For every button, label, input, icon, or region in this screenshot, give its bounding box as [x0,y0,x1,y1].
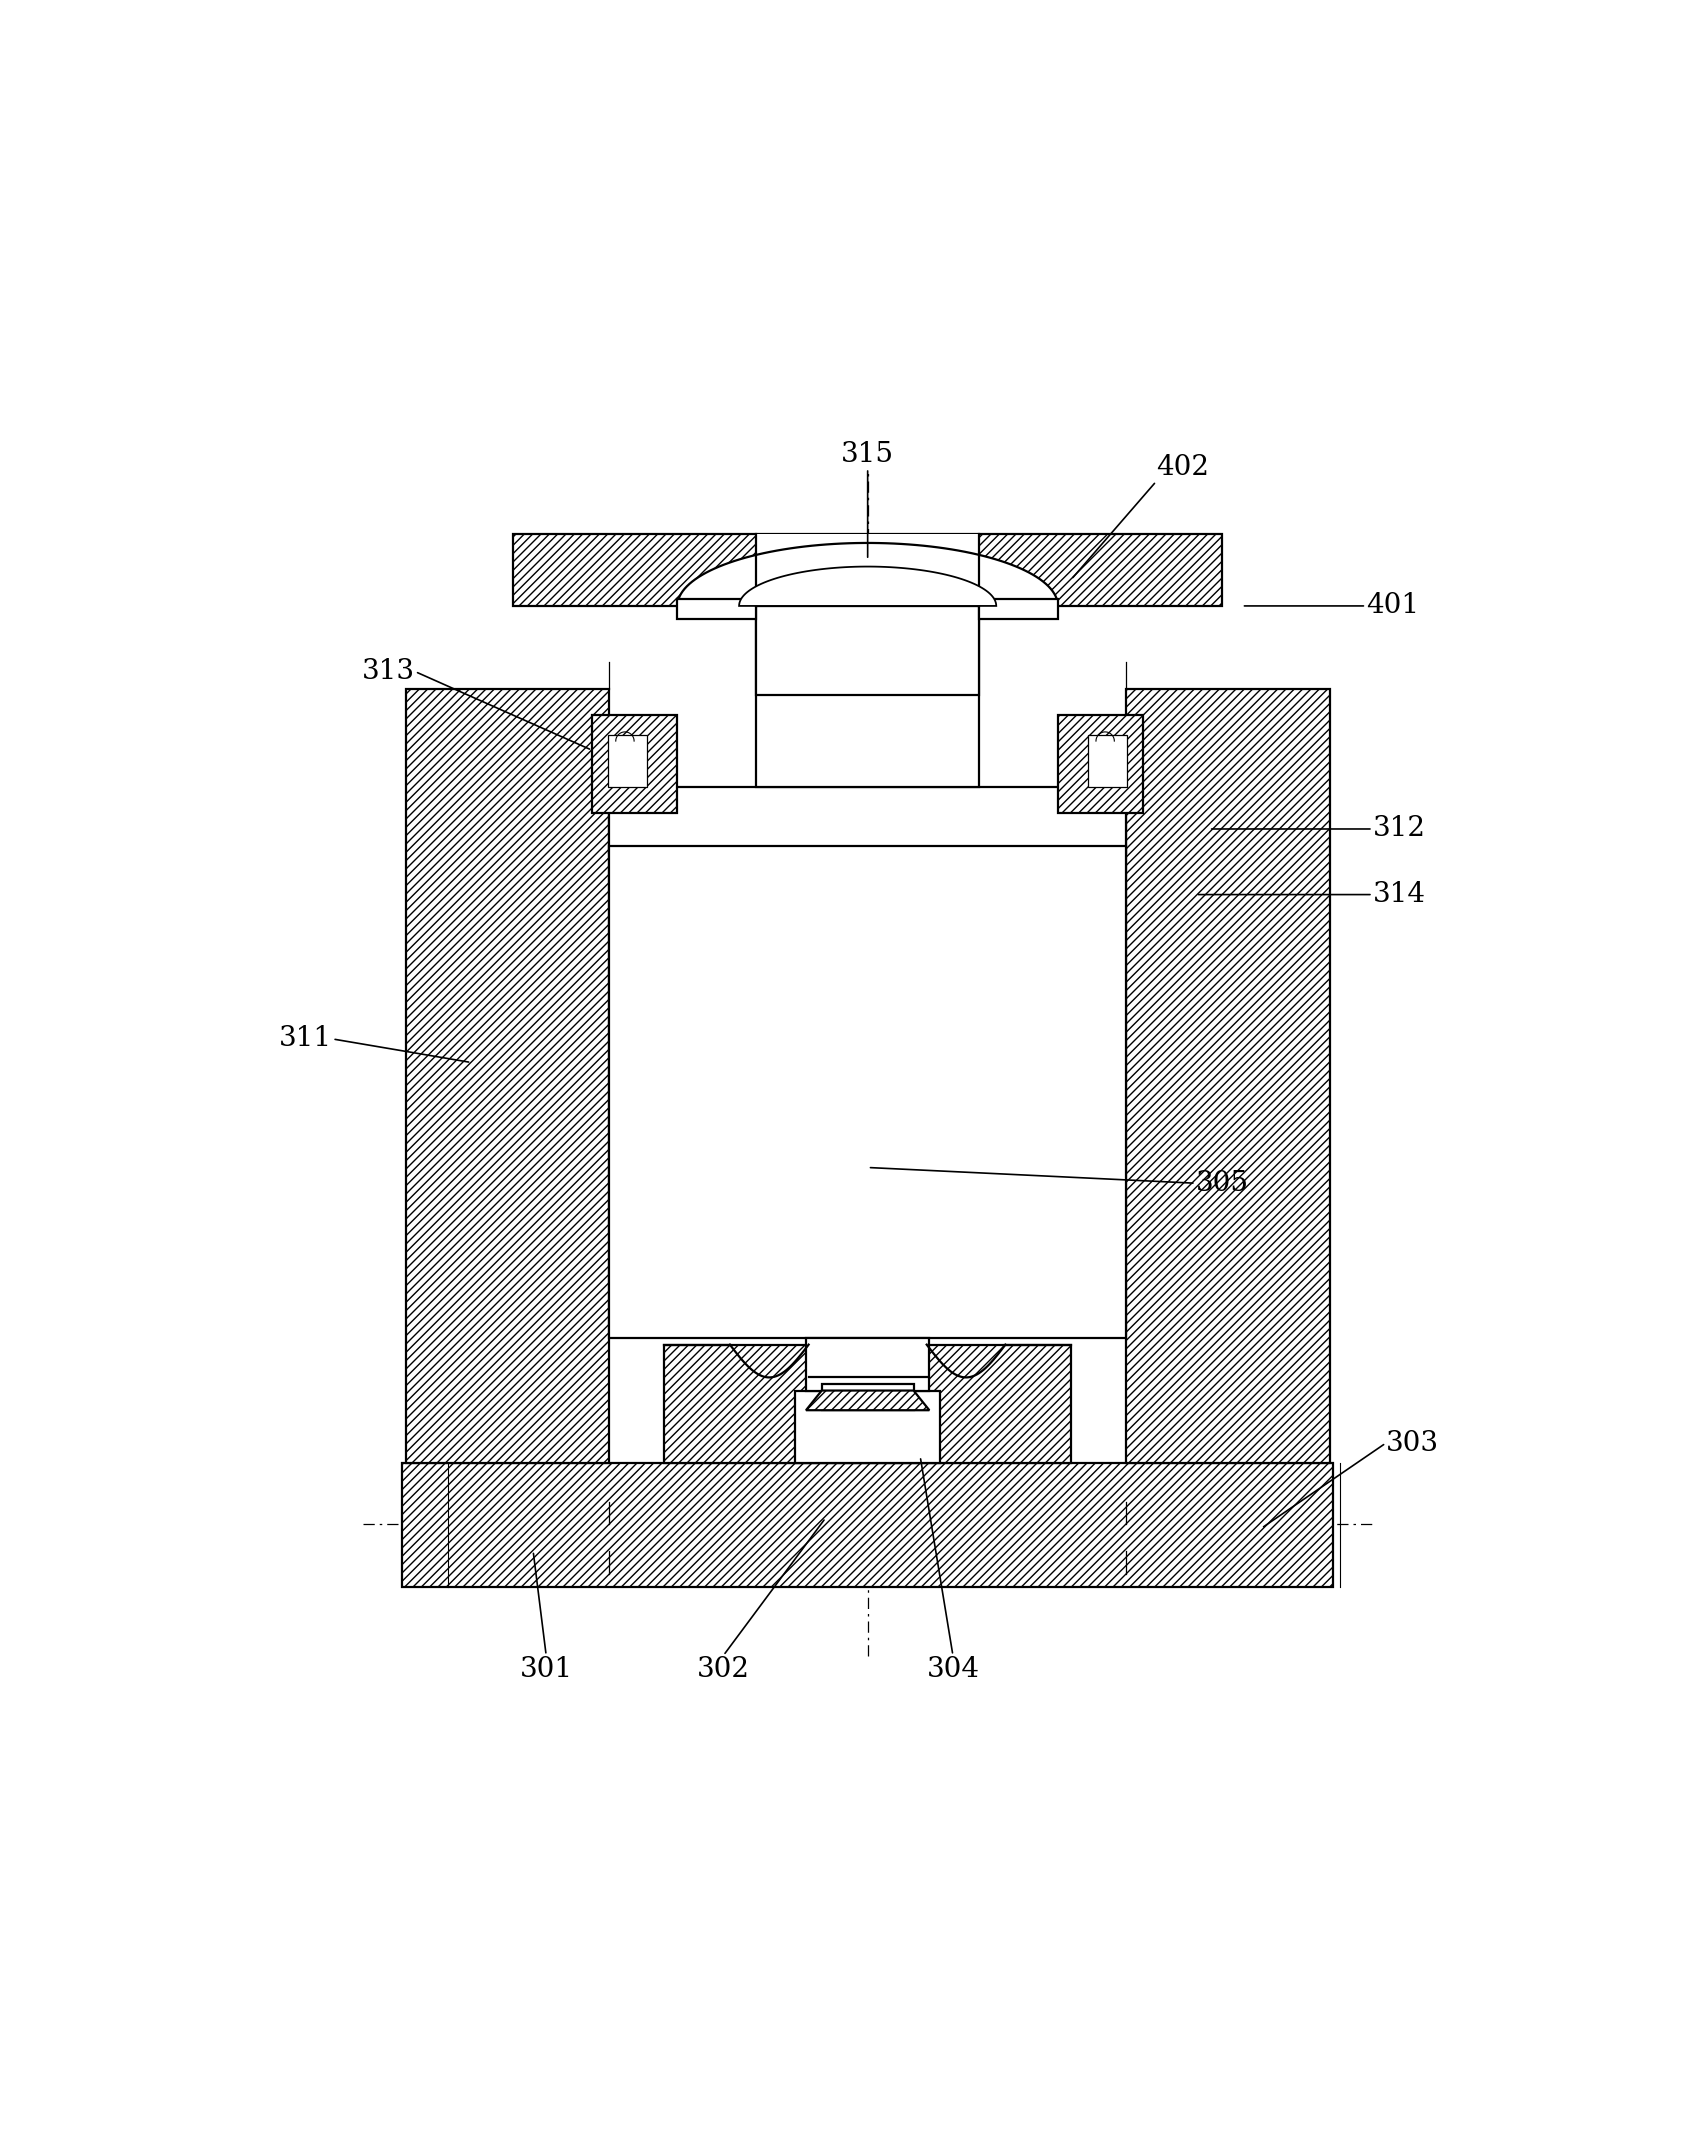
Bar [664,1344,1072,1463]
Text: 315: 315 [841,441,894,469]
Bar [401,1463,1334,1587]
Text: 402: 402 [1156,454,1209,481]
Bar [806,1338,929,1391]
Bar [406,688,609,1463]
Bar [1089,735,1128,786]
Polygon shape [677,543,1058,605]
Text: 311: 311 [279,1025,332,1052]
Bar [608,735,647,786]
Bar [593,716,677,814]
Text: 312: 312 [1373,816,1426,843]
Polygon shape [806,1391,929,1410]
Bar [513,535,1222,605]
Bar [757,584,979,786]
Text: 304: 304 [926,1655,980,1683]
Bar [979,599,1058,620]
Bar [757,535,979,605]
Text: 401: 401 [1366,592,1419,620]
Bar [1126,688,1329,1463]
Polygon shape [740,567,995,605]
Text: 301: 301 [520,1655,572,1683]
Bar [677,599,757,620]
Bar [796,1391,940,1463]
Text: 314: 314 [1373,882,1426,907]
Text: 302: 302 [698,1655,750,1683]
Text: 303: 303 [1387,1429,1439,1457]
Bar [1058,716,1143,814]
Text: 305: 305 [1195,1169,1249,1197]
Bar [821,1384,914,1410]
Text: 313: 313 [362,658,415,686]
Bar [757,605,979,694]
Bar [609,786,1126,852]
Bar [609,846,1126,1338]
